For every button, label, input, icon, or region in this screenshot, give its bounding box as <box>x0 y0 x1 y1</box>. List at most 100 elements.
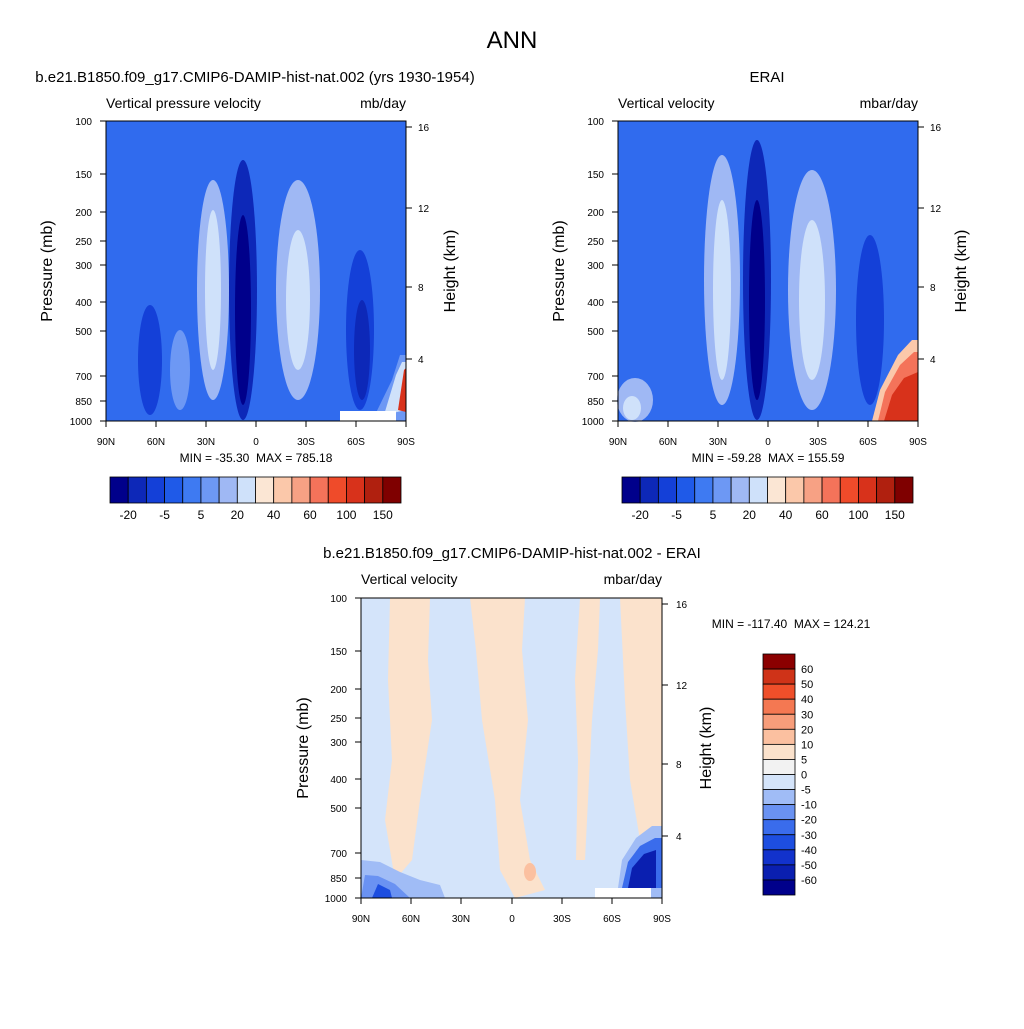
colorbar-swatch <box>762 879 796 896</box>
colorbar-swatch <box>839 476 859 504</box>
svg-text:1000: 1000 <box>582 417 605 428</box>
svg-text:60N: 60N <box>402 914 420 925</box>
colorbar-label: 100 <box>848 508 868 522</box>
svg-text:4: 4 <box>930 355 936 366</box>
colorbar-swatch <box>762 789 796 806</box>
colorbar-swatch <box>762 819 796 836</box>
colorbar-swatch <box>694 476 714 504</box>
colorbar-swatch <box>762 668 796 685</box>
colorbar-swatch <box>236 476 256 504</box>
colorbar-swatch <box>364 476 384 504</box>
svg-text:8: 8 <box>676 760 682 771</box>
panel-difference: b.e21.B1850.f09_g17.CMIP6-DAMIP-hist-nat… <box>295 545 871 925</box>
colorbar-swatch <box>762 653 796 670</box>
colorbar-label: -10 <box>801 800 817 812</box>
svg-text:8: 8 <box>418 283 424 294</box>
svg-text:60S: 60S <box>603 914 621 925</box>
colorbar-label: 5 <box>801 754 807 766</box>
svg-text:60S: 60S <box>859 437 877 448</box>
svg-text:400: 400 <box>587 298 604 309</box>
svg-text:30N: 30N <box>452 914 470 925</box>
svg-text:500: 500 <box>330 804 347 815</box>
svg-text:850: 850 <box>75 397 92 408</box>
svg-text:100: 100 <box>330 594 347 605</box>
panel-left-label: Vertical velocity <box>618 95 714 111</box>
panel-right-label: mb/day <box>360 95 406 111</box>
colorbar-swatch <box>382 476 402 504</box>
colorbar-label: 150 <box>373 508 393 522</box>
svg-text:12: 12 <box>930 204 942 215</box>
svg-text:30N: 30N <box>197 437 215 448</box>
svg-text:700: 700 <box>587 372 604 383</box>
svg-text:150: 150 <box>330 647 347 658</box>
y2-axis-title: Height (km) <box>953 230 970 313</box>
colorbar-label: 100 <box>336 508 356 522</box>
svg-text:90S: 90S <box>653 914 671 925</box>
contour-field <box>106 121 406 421</box>
colorbar-label: -20 <box>632 508 650 522</box>
svg-text:12: 12 <box>676 681 688 692</box>
colorbar-swatch <box>785 476 805 504</box>
colorbar-swatch <box>762 713 796 730</box>
svg-text:250: 250 <box>330 714 347 725</box>
colorbar-swatch <box>821 476 841 504</box>
colorbar: -20 -5 5 20 40 60 100 150 <box>109 476 402 522</box>
colorbar-label: -20 <box>120 508 138 522</box>
colorbar-swatch <box>876 476 896 504</box>
svg-text:30S: 30S <box>297 437 315 448</box>
y-axis-left: 100 150 200 250 300 400 500 700 850 1000 <box>70 117 106 428</box>
x-axis: 90N 60N 30N 0 30S 60S 90S <box>352 898 671 925</box>
y-axis-title: Pressure (mb) <box>551 220 568 321</box>
svg-text:30S: 30S <box>553 914 571 925</box>
colorbar-swatch <box>145 476 165 504</box>
svg-text:30N: 30N <box>709 437 727 448</box>
y-axis-right: 16 12 8 4 <box>406 123 430 366</box>
svg-text:30S: 30S <box>809 437 827 448</box>
svg-text:200: 200 <box>587 208 604 219</box>
panel-model: b.e21.B1850.f09_g17.CMIP6-DAMIP-hist-nat… <box>35 69 474 522</box>
colorbar-swatch <box>657 476 677 504</box>
colorbar-label: -20 <box>801 815 817 827</box>
svg-text:0: 0 <box>765 437 771 448</box>
svg-text:4: 4 <box>676 832 682 843</box>
svg-text:1000: 1000 <box>325 894 348 905</box>
colorbar-label: 60 <box>303 508 317 522</box>
svg-text:400: 400 <box>330 775 347 786</box>
svg-text:150: 150 <box>75 170 92 181</box>
panel-title: b.e21.B1850.f09_g17.CMIP6-DAMIP-hist-nat… <box>35 69 474 86</box>
svg-text:60S: 60S <box>347 437 365 448</box>
y-axis-left: 100 150 200 250 300 400 500 700 850 1000 <box>582 117 618 428</box>
y-axis-title: Pressure (mb) <box>295 697 312 798</box>
colorbar-label: -30 <box>801 830 817 842</box>
svg-text:400: 400 <box>75 298 92 309</box>
colorbar-swatch <box>273 476 293 504</box>
svg-text:1000: 1000 <box>70 417 93 428</box>
svg-text:12: 12 <box>418 204 430 215</box>
contour-field <box>617 121 918 422</box>
svg-text:16: 16 <box>418 123 430 134</box>
colorbar-swatch <box>762 728 796 745</box>
colorbar-swatch <box>309 476 329 504</box>
colorbar-swatch <box>218 476 238 504</box>
svg-text:300: 300 <box>75 261 92 272</box>
colorbar-swatch <box>762 743 796 760</box>
colorbar-swatch <box>127 476 147 504</box>
colorbar-swatch <box>762 864 796 881</box>
x-axis: 90N 60N 30N 0 30S 60S 90S <box>97 421 415 448</box>
colorbar-swatch <box>109 476 129 504</box>
svg-text:200: 200 <box>75 208 92 219</box>
svg-text:60N: 60N <box>659 437 677 448</box>
colorbar-swatch <box>762 774 796 790</box>
colorbar-swatch <box>730 476 750 504</box>
colorbar-swatch <box>762 683 796 700</box>
y2-axis-title: Height (km) <box>698 707 715 790</box>
colorbar-label: 0 <box>801 770 807 782</box>
svg-text:90S: 90S <box>909 437 927 448</box>
svg-text:0: 0 <box>253 437 259 448</box>
colorbar-label: 5 <box>198 508 205 522</box>
y2-axis-title: Height (km) <box>442 230 459 313</box>
colorbar-label: -40 <box>801 845 817 857</box>
colorbar-swatch <box>762 759 796 775</box>
